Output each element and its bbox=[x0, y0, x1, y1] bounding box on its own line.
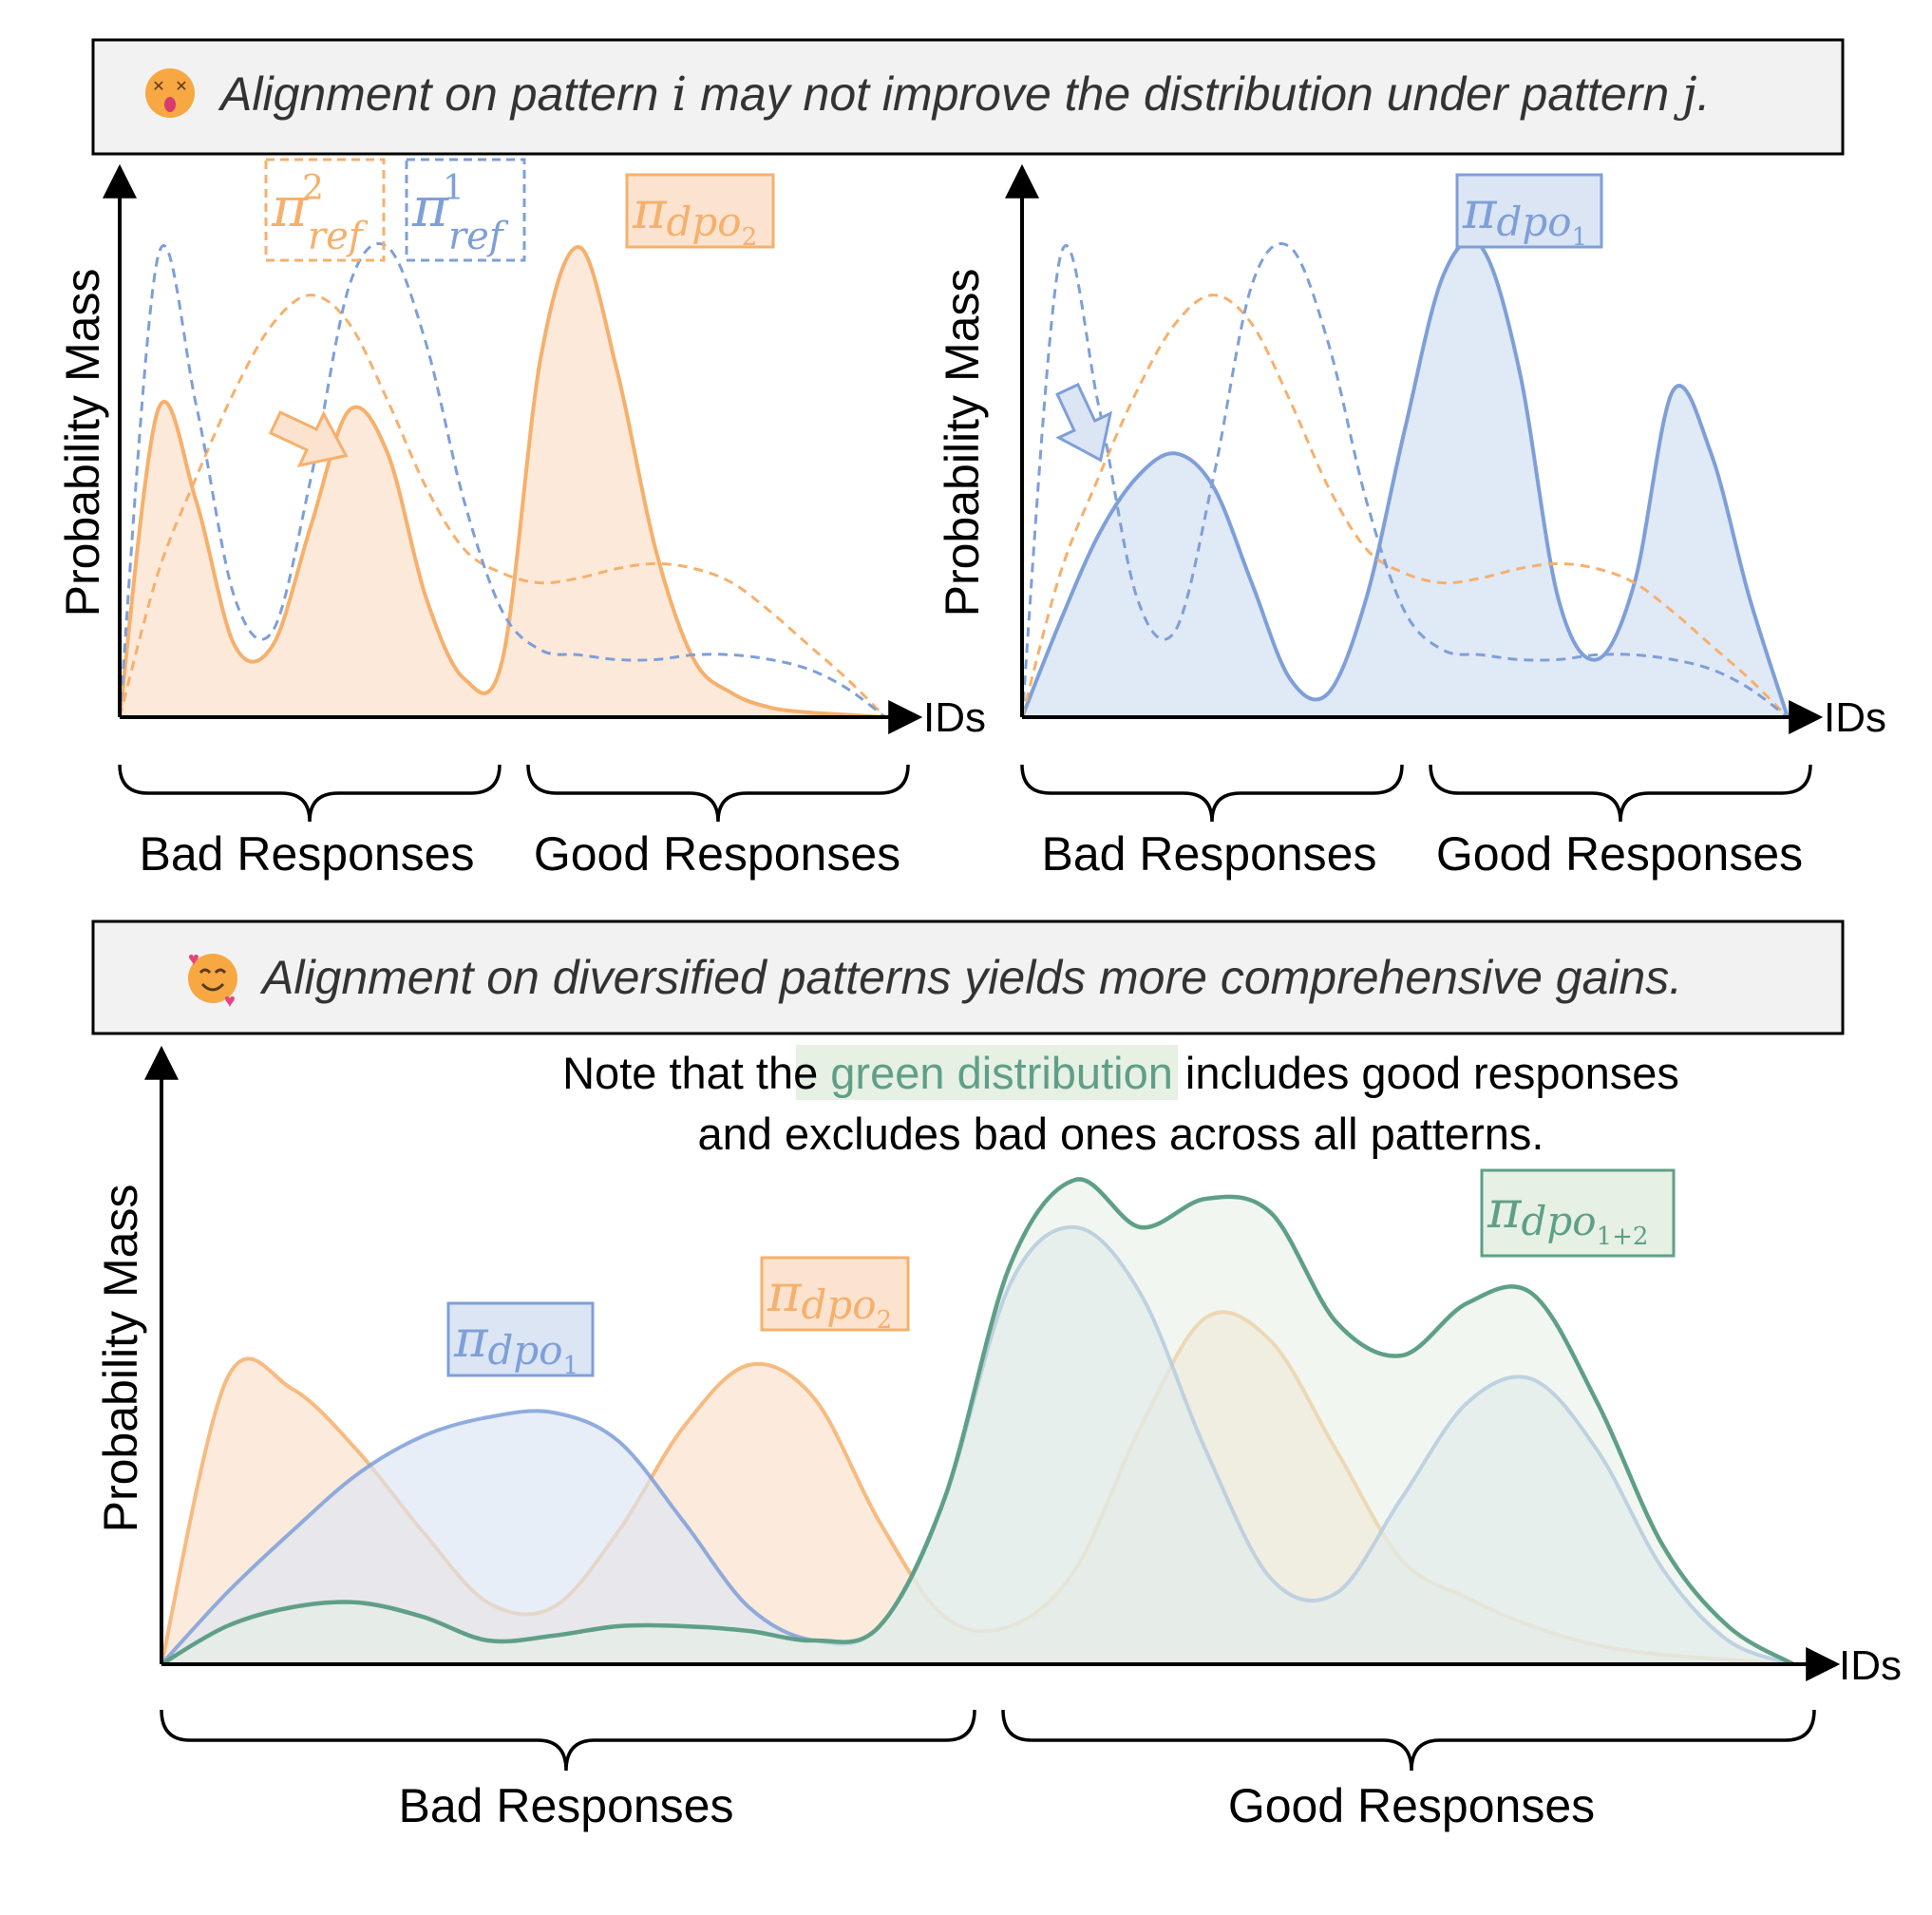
note-line-2: and excludes bad ones across all pattern… bbox=[698, 1109, 1544, 1159]
bottom-banner-box bbox=[91, 920, 1845, 1035]
panel-top-right: IDs Probability Mass Bad Responses Good … bbox=[936, 163, 1886, 881]
panel-top-left: IDs Probability Mass Bad Responses Good … bbox=[56, 158, 986, 881]
series-dpo1-2-area bbox=[161, 1179, 1793, 1664]
legend-pi-ref-2: π 2 ref bbox=[264, 158, 386, 262]
dizzy-face-emoji-icon: ✕ ✕ bbox=[145, 68, 195, 118]
good-responses-label: Good Responses bbox=[1228, 1779, 1595, 1832]
top-banner-box bbox=[91, 38, 1845, 156]
bad-responses-label: Bad Responses bbox=[398, 1779, 733, 1832]
x-axis-label: IDs bbox=[1824, 694, 1886, 741]
brace-bad-responses bbox=[118, 764, 502, 823]
y-axis-label: Probability Mass bbox=[56, 269, 109, 617]
y-axis-label: Probability Mass bbox=[94, 1185, 147, 1533]
svg-text:✕: ✕ bbox=[152, 79, 164, 95]
arrow-shift-icon bbox=[1055, 382, 1113, 463]
plot-area-top-left bbox=[118, 241, 887, 719]
svg-text:πdpo1: πdpo1 bbox=[453, 1309, 578, 1380]
svg-text:πdpo1+2: πdpo1+2 bbox=[1487, 1180, 1648, 1251]
x-axis-label: IDs bbox=[1839, 1642, 1902, 1689]
series-blue-solid-line bbox=[1020, 238, 1790, 718]
brace-bad-responses bbox=[1020, 764, 1404, 823]
legend-pi-dpo-1: πdpo1 bbox=[1455, 173, 1603, 252]
legend-pi-dpo-1: πdpo1 bbox=[446, 1301, 595, 1380]
note: Note that the green distribution include… bbox=[562, 1045, 1679, 1159]
series-orange-solid-line bbox=[118, 245, 886, 719]
brace-bad-responses bbox=[160, 1709, 976, 1772]
bad-responses-label: Bad Responses bbox=[1041, 827, 1376, 881]
series-blue-dashed-line bbox=[118, 241, 886, 719]
legend-pi-dpo-2: πdpo2 bbox=[760, 1256, 910, 1335]
series-orange-dashed-line bbox=[1020, 294, 1790, 719]
brace-good-responses bbox=[1001, 1709, 1816, 1772]
plot-area-top-right bbox=[1020, 238, 1790, 719]
svg-text:πdpo2: πdpo2 bbox=[767, 1263, 892, 1335]
good-responses-label: Good Responses bbox=[534, 827, 900, 881]
svg-text:♥: ♥ bbox=[224, 991, 236, 1012]
plot-area-bottom bbox=[160, 1177, 1795, 1666]
bottom-banner: ♥ ♥ Alignment on diversified patterns yi… bbox=[91, 920, 1845, 1035]
legend-pi-dpo-1-2: πdpo1+2 bbox=[1480, 1168, 1676, 1258]
bad-responses-label: Bad Responses bbox=[139, 827, 474, 881]
series-dpo1-2-line bbox=[160, 1177, 1795, 1666]
svg-text:1: 1 bbox=[443, 169, 464, 208]
panel-bottom: IDs Probability Mass Bad Responses Good … bbox=[94, 1045, 1902, 1832]
legend-pi-ref-1: π 1 ref bbox=[405, 158, 526, 262]
series-blue-dashed-line bbox=[1020, 241, 1789, 719]
good-responses-label: Good Responses bbox=[1436, 827, 1803, 881]
svg-text:π: π bbox=[411, 175, 449, 239]
smiling-face-with-hearts-emoji-icon: ♥ ♥ bbox=[188, 949, 237, 1012]
legend-pi-dpo-2: πdpo2 bbox=[625, 173, 775, 252]
svg-text:ref: ref bbox=[308, 215, 369, 258]
bottom-banner-text: Alignment on diversified patterns yields… bbox=[259, 951, 1682, 1004]
svg-text:✕: ✕ bbox=[175, 79, 187, 95]
svg-text:2: 2 bbox=[302, 169, 324, 208]
arrow-shift-icon bbox=[268, 410, 349, 468]
svg-text:ref: ref bbox=[448, 215, 509, 258]
x-axis-label: IDs bbox=[923, 694, 986, 741]
svg-text:πdpo1: πdpo1 bbox=[1462, 180, 1587, 252]
note-line-1: Note that the green distribution include… bbox=[562, 1048, 1679, 1098]
note-highlight-bg bbox=[796, 1045, 1178, 1100]
svg-text:π: π bbox=[271, 175, 309, 239]
series-blue-solid-area bbox=[1022, 240, 1788, 717]
top-banner: ✕ ✕ Alignment on pattern i may not impro… bbox=[91, 38, 1845, 156]
y-axis-label: Probability Mass bbox=[936, 269, 989, 617]
top-banner-text: Alignment on pattern i may not improve t… bbox=[218, 66, 1711, 122]
brace-good-responses bbox=[1429, 764, 1812, 823]
series-orange-solid-area bbox=[120, 247, 885, 717]
svg-text:♥: ♥ bbox=[188, 949, 199, 970]
svg-text:πdpo2: πdpo2 bbox=[632, 180, 757, 252]
brace-good-responses bbox=[526, 764, 910, 823]
series-orange-dashed-line bbox=[118, 294, 887, 719]
